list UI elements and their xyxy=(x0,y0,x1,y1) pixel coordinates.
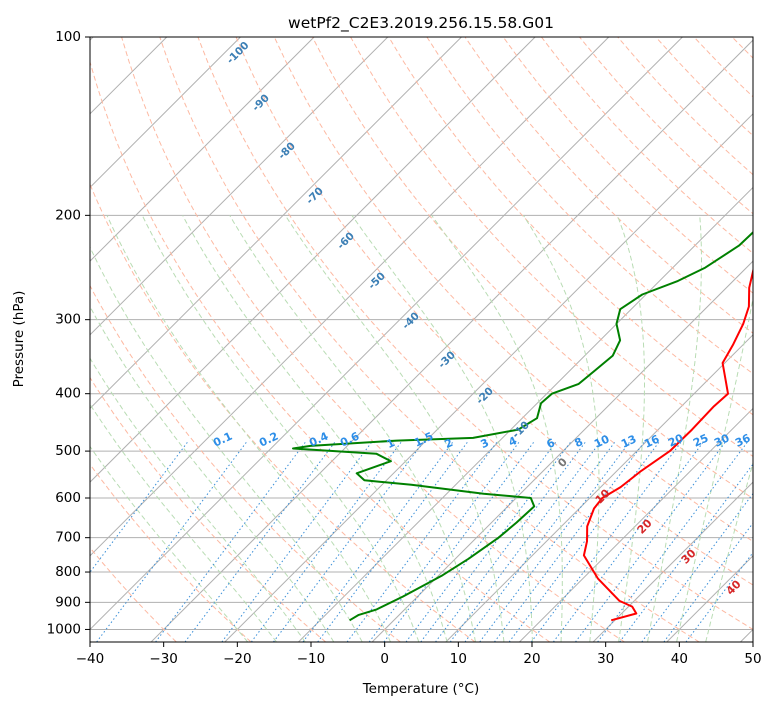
y-tick-label: 500 xyxy=(55,443,81,459)
moist-adiabat-line xyxy=(0,215,248,642)
mixing-ratio-label: 20 xyxy=(666,431,686,449)
mixing-ratio-line xyxy=(406,441,557,642)
x-tick-label: 20 xyxy=(523,651,540,667)
isotherm-line xyxy=(0,37,240,642)
dry-adiabat-line xyxy=(236,37,775,642)
mixing-ratio-label: 1.5 xyxy=(412,430,435,450)
mixing-ratio-line xyxy=(369,441,520,642)
mixing-ratio-line xyxy=(97,441,248,642)
mixing-ratio-label: 0.1 xyxy=(211,430,234,450)
x-tick-label: 30 xyxy=(597,651,614,667)
x-tick-label: −10 xyxy=(297,651,326,667)
isotherm-line xyxy=(740,37,775,642)
mixing-ratio-label: 36 xyxy=(733,431,753,449)
mixing-ratio-label: 13 xyxy=(619,432,638,450)
mixing-ratio-label: 0.4 xyxy=(307,429,330,449)
background-lines xyxy=(0,37,775,642)
moist-adiabat-line xyxy=(183,215,448,642)
chart-title: wetPf2_C2E3.2019.256.15.58.G01 xyxy=(288,14,554,33)
y-tick-label: 900 xyxy=(55,594,81,610)
dry-adiabat-label: -70 xyxy=(304,185,326,207)
isotherm-line xyxy=(372,37,775,642)
dry-adiabat-label: -30 xyxy=(436,349,458,371)
mixing-ratio-label: 0.2 xyxy=(257,430,280,450)
moist-adiabat-label: 40 xyxy=(724,577,744,597)
mixing-ratio-line xyxy=(509,441,660,642)
x-axis-label: Temperature (°C) xyxy=(362,681,480,697)
mixing-ratio-line xyxy=(222,441,373,642)
mixing-ratio-label: 0.6 xyxy=(338,429,361,449)
y-tick-label: 100 xyxy=(55,29,81,45)
moist-adiabat-label: 20 xyxy=(635,516,655,536)
moist-adiabat-label: 30 xyxy=(679,546,699,566)
moist-adiabat-line xyxy=(107,215,391,642)
dry-adiabat-label: -40 xyxy=(400,310,422,332)
moist-adiabat-line xyxy=(285,215,504,642)
mixing-ratio-label: 3 xyxy=(479,436,491,451)
moist-adiabat-line xyxy=(617,215,644,642)
x-tick-label: 40 xyxy=(671,651,688,667)
mixing-ratio-label: 16 xyxy=(642,432,662,450)
mixing-ratio-line xyxy=(686,441,775,642)
dry-adiabat-label: -90 xyxy=(250,92,272,114)
isotherm-line xyxy=(0,37,388,642)
dry-adiabat-label: -80 xyxy=(276,140,298,162)
y-tick-label: 600 xyxy=(55,490,81,506)
dry-adiabat-line xyxy=(656,37,775,642)
dry-adiabat-line xyxy=(0,37,326,642)
mixing-ratio-line xyxy=(553,441,704,642)
dry-adiabat-line xyxy=(770,37,775,642)
mixing-ratio-line xyxy=(318,441,469,642)
mixing-ratio-line xyxy=(435,441,586,642)
y-tick-label: 1000 xyxy=(47,621,81,637)
x-tick-label: −30 xyxy=(149,651,178,667)
moist-adiabat-label: 0 xyxy=(555,455,570,470)
dry-adiabat-label: -50 xyxy=(366,270,388,292)
x-tick-label: 0 xyxy=(380,651,389,667)
mixing-ratio-line xyxy=(251,441,402,642)
moist-adiabat-line xyxy=(0,215,277,642)
dry-adiabat-line xyxy=(274,37,775,642)
x-tick-label: −40 xyxy=(76,651,105,667)
mixing-ratio-label: 25 xyxy=(691,431,710,449)
mixing-ratio-label: 1 xyxy=(385,436,397,451)
moist-adiabat-label: 10 xyxy=(593,486,613,506)
dry-adiabat-line xyxy=(160,37,699,642)
y-axis-label: Pressure (hPa) xyxy=(11,291,27,388)
y-tick-label: 400 xyxy=(55,386,81,402)
dry-adiabat-label: -20 xyxy=(474,385,496,407)
mixing-ratio-line xyxy=(642,441,775,642)
dry-adiabat-line xyxy=(312,37,775,642)
dry-adiabat-line xyxy=(0,37,251,642)
dry-adiabat-line xyxy=(580,37,775,642)
moist-adiabat-line xyxy=(706,215,775,642)
mixing-ratio-label: 10 xyxy=(592,432,612,450)
dry-adiabat-line xyxy=(618,37,775,642)
isotherm-line xyxy=(667,37,775,642)
isotherm-line xyxy=(77,37,682,642)
mixing-ratio-label: 8 xyxy=(573,435,585,450)
dry-adiabat-line xyxy=(541,37,775,642)
y-tick-label: 200 xyxy=(55,207,81,223)
dry-adiabat-line xyxy=(503,37,775,642)
x-tick-label: 50 xyxy=(744,651,761,667)
dry-adiabat-line xyxy=(122,37,625,642)
dry-adiabat-line xyxy=(351,37,775,642)
y-tick-label: 700 xyxy=(55,530,81,546)
mixing-ratio-line xyxy=(531,441,682,642)
y-tick-label: 300 xyxy=(55,312,81,328)
plot-frame xyxy=(90,37,753,642)
mixing-ratio-line xyxy=(465,441,616,642)
isotherm-line xyxy=(0,37,461,642)
dry-adiabat-line xyxy=(45,37,475,642)
x-tick-label: 10 xyxy=(450,651,467,667)
x-tick-label: −20 xyxy=(223,651,252,667)
mixing-ratio-line xyxy=(664,441,775,642)
y-tick-label: 800 xyxy=(55,564,81,580)
